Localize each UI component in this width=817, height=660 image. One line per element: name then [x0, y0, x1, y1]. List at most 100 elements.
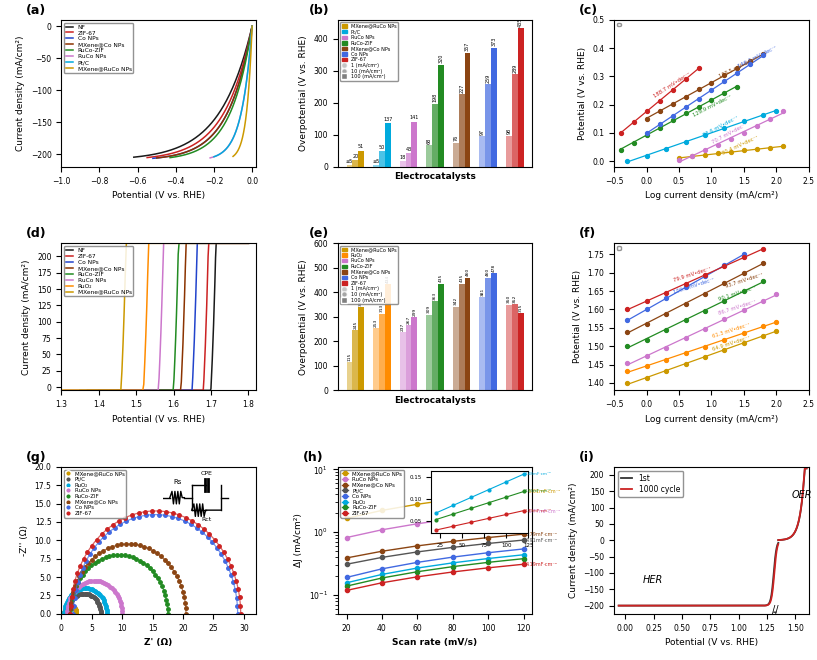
Bar	[412, 121, 417, 167]
Bar	[352, 160, 359, 167]
MXene@RuCo NPs	[233, 146, 243, 154]
X-axis label: Electrocatalysts: Electrocatalysts	[394, 172, 476, 182]
RuO₂	[53, 386, 63, 394]
Y-axis label: Potential (V vs. RHE): Potential (V vs. RHE)	[578, 47, 587, 140]
MXene@Co NPs	[243, 47, 252, 55]
Y-axis label: Potential (V vs. RHE): Potential (V vs. RHE)	[573, 270, 582, 364]
NF	[147, 386, 157, 394]
Text: //: //	[771, 605, 778, 616]
MXene@Co NPs	[230, 240, 240, 248]
RuCo-ZIF	[165, 154, 175, 162]
Text: 198: 198	[432, 93, 438, 102]
Co NPs	[248, 22, 257, 30]
RuCo-ZIF	[85, 386, 95, 394]
Co NPs	[413, 558, 422, 566]
Bar	[346, 362, 352, 390]
Bar	[485, 278, 491, 390]
NF	[243, 240, 253, 248]
ZIF-67	[483, 564, 493, 572]
MXene@RuCo NPs	[448, 495, 458, 503]
RuCo-ZIF	[120, 386, 130, 394]
Text: ≤5: ≤5	[346, 159, 353, 164]
MXene@RuCo NPs	[519, 488, 529, 496]
Text: 478: 478	[492, 264, 496, 272]
ZIF-67	[342, 587, 351, 595]
Line: RuCo NPs: RuCo NPs	[345, 509, 525, 540]
Bar	[480, 297, 485, 390]
1000 cycle	[666, 602, 676, 610]
RuCo NPs	[94, 386, 104, 394]
RuO₂	[82, 386, 92, 394]
1000 cycle	[614, 602, 623, 610]
Pt/C	[483, 539, 493, 547]
RuCo NPs	[483, 511, 493, 519]
ZIF-67	[162, 150, 172, 158]
ZIF-67	[248, 22, 257, 30]
RuCo-ZIF	[243, 240, 253, 248]
Legend: NF, ZIF-67, Co NPs, MXene@Co NPs, RuCo-ZIF, RuCo NPs, RuO₂, MXene@RuCo NPs: NF, ZIF-67, Co NPs, MXene@Co NPs, RuCo-Z…	[65, 246, 133, 296]
RuCo-ZIF	[248, 22, 257, 30]
MXene@Co NPs	[177, 149, 187, 157]
Line: RuCo NPs: RuCo NPs	[210, 26, 252, 158]
RuCo NPs	[243, 240, 253, 248]
RuCo-ZIF	[82, 386, 92, 394]
Y-axis label: ΔJ (mA/cm²): ΔJ (mA/cm²)	[294, 513, 303, 567]
RuCo-ZIF	[174, 240, 184, 248]
RuCo NPs	[235, 240, 245, 248]
Text: (h): (h)	[302, 451, 324, 464]
Text: 115: 115	[347, 352, 351, 361]
ZIF-67	[110, 386, 120, 394]
Bar	[359, 150, 364, 167]
RuO₂	[57, 386, 67, 394]
1000 cycle	[730, 602, 739, 610]
1st	[633, 602, 643, 610]
Line: RuCo-ZIF: RuCo-ZIF	[80, 244, 248, 390]
Line: Co NPs: Co NPs	[153, 26, 252, 158]
Pt/C	[448, 543, 458, 551]
RuCo-ZIF	[483, 558, 493, 566]
Text: 259: 259	[485, 73, 491, 82]
MXene@Co NPs	[236, 240, 246, 248]
Text: 51: 51	[358, 145, 364, 149]
Text: 141: 141	[409, 115, 419, 121]
Pt/C	[219, 147, 229, 155]
X-axis label: Z' (Ω): Z' (Ω)	[145, 638, 172, 647]
Text: ≤5: ≤5	[373, 159, 380, 164]
Text: 97: 97	[480, 129, 484, 135]
Line: 1000 cycle: 1000 cycle	[618, 544, 779, 606]
Pt/C	[244, 58, 254, 66]
Bar	[432, 302, 438, 390]
MXene@RuCo NPs	[82, 386, 92, 394]
RuO₂	[243, 240, 253, 248]
Pt/C	[342, 560, 351, 568]
Co NPs	[134, 386, 144, 394]
Bar	[506, 135, 511, 167]
RuCo-ZIF	[413, 568, 422, 576]
Text: 146.4 mV•dec⁻¹: 146.4 mV•dec⁻¹	[738, 45, 778, 69]
Text: 86.7 mV•dec⁻¹: 86.7 mV•dec⁻¹	[718, 299, 757, 316]
Line: Co NPs: Co NPs	[345, 547, 525, 579]
MXene@RuCo NPs	[246, 57, 256, 65]
Text: 188.7 mV•dec⁻¹: 188.7 mV•dec⁻¹	[653, 71, 692, 98]
Text: 90.1 mV•dec⁻¹: 90.1 mV•dec⁻¹	[718, 285, 757, 302]
Text: HER: HER	[642, 575, 663, 585]
NF	[241, 45, 251, 53]
MXene@RuCo NPs	[32, 386, 42, 394]
NF	[248, 22, 257, 30]
RuCo NPs	[243, 61, 253, 69]
MXene@RuCo NPs	[122, 240, 132, 248]
Text: 350: 350	[507, 295, 511, 304]
NF	[160, 148, 170, 156]
Text: 460: 460	[466, 268, 470, 277]
Bar	[438, 65, 444, 167]
MXene@RuCo NPs	[246, 44, 256, 51]
Y-axis label: Overpotential (V vs. RHE): Overpotential (V vs. RHE)	[299, 259, 308, 375]
Co NPs	[448, 553, 458, 561]
ZIF-67	[149, 153, 158, 161]
Bar	[518, 313, 524, 390]
Bar	[458, 284, 465, 390]
Co NPs	[152, 154, 162, 162]
Co NPs	[342, 574, 351, 581]
Line: MXene@Co NPs: MXene@Co NPs	[345, 532, 525, 560]
MXene@Co NPs	[170, 151, 180, 159]
